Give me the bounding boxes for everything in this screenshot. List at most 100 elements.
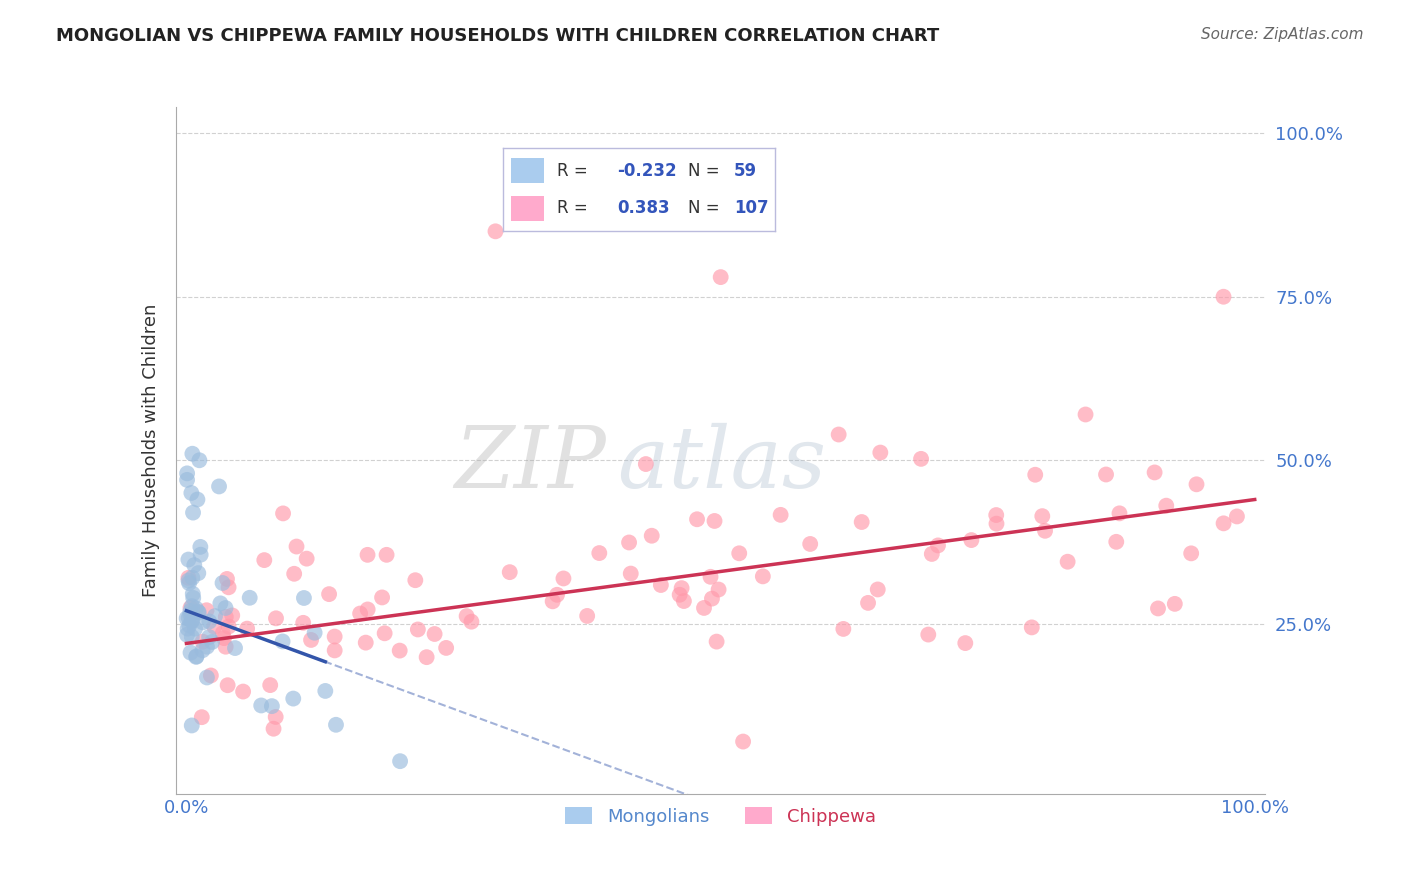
- Point: [176, 611, 198, 625]
- Point: [1024, 467, 1046, 482]
- Point: [177, 611, 200, 625]
- Point: [191, 615, 214, 630]
- Point: [799, 537, 821, 551]
- Bar: [510, 196, 544, 221]
- Point: [356, 602, 378, 616]
- Point: [851, 515, 873, 529]
- Text: MONGOLIAN VS CHIPPEWA FAMILY HOUSEHOLDS WITH CHILDREN CORRELATION CHART: MONGOLIAN VS CHIPPEWA FAMILY HOUSEHOLDS …: [56, 27, 939, 45]
- Point: [634, 457, 657, 471]
- Point: [198, 615, 221, 629]
- Point: [183, 558, 205, 573]
- Point: [921, 547, 943, 561]
- Point: [553, 571, 575, 585]
- Point: [415, 650, 437, 665]
- Point: [299, 632, 322, 647]
- Text: R =: R =: [557, 200, 588, 218]
- Point: [177, 574, 200, 588]
- Point: [217, 678, 239, 692]
- Point: [214, 601, 236, 615]
- Point: [375, 548, 398, 562]
- Point: [264, 611, 287, 625]
- Point: [1164, 597, 1187, 611]
- Point: [1180, 546, 1202, 560]
- Point: [292, 591, 315, 605]
- Point: [960, 533, 983, 547]
- Point: [986, 516, 1008, 531]
- Point: [176, 622, 198, 636]
- Point: [733, 734, 755, 748]
- Point: [180, 646, 202, 660]
- Point: [460, 615, 482, 629]
- Point: [208, 479, 231, 493]
- Point: [211, 626, 233, 640]
- Point: [1056, 555, 1078, 569]
- Point: [179, 618, 201, 632]
- Point: [349, 607, 371, 621]
- Point: [1226, 509, 1249, 524]
- Point: [703, 514, 725, 528]
- Point: [181, 447, 204, 461]
- Point: [177, 576, 200, 591]
- Point: [179, 600, 201, 615]
- Point: [202, 620, 225, 634]
- Point: [187, 605, 209, 619]
- Point: [314, 684, 336, 698]
- Point: [354, 635, 377, 649]
- Point: [700, 591, 723, 606]
- Point: [827, 427, 849, 442]
- Point: [769, 508, 792, 522]
- Point: [239, 591, 262, 605]
- Point: [706, 634, 728, 648]
- Point: [179, 604, 201, 618]
- Point: [866, 582, 889, 597]
- Point: [177, 552, 200, 566]
- Point: [184, 601, 207, 615]
- Point: [576, 609, 599, 624]
- Point: [389, 754, 412, 768]
- Point: [191, 710, 214, 724]
- Point: [1074, 408, 1097, 422]
- Point: [181, 591, 204, 605]
- Point: [188, 453, 211, 467]
- Point: [641, 529, 664, 543]
- Point: [1108, 506, 1130, 520]
- Point: [318, 587, 340, 601]
- Point: [356, 548, 378, 562]
- Point: [672, 594, 695, 608]
- Text: 59: 59: [734, 161, 758, 179]
- Point: [1031, 509, 1053, 524]
- Point: [187, 606, 209, 620]
- Point: [1143, 466, 1166, 480]
- Point: [195, 670, 218, 684]
- Point: [371, 591, 394, 605]
- Text: -0.232: -0.232: [617, 161, 676, 179]
- Point: [1021, 620, 1043, 634]
- Point: [668, 588, 690, 602]
- Text: 0.383: 0.383: [617, 200, 669, 218]
- Point: [1105, 534, 1128, 549]
- Point: [191, 643, 214, 657]
- Text: 107: 107: [734, 200, 769, 218]
- Point: [304, 625, 326, 640]
- Point: [224, 641, 246, 656]
- Point: [250, 698, 273, 713]
- Point: [181, 506, 204, 520]
- Point: [271, 507, 294, 521]
- Y-axis label: Family Households with Children: Family Households with Children: [142, 304, 160, 597]
- Point: [620, 566, 643, 581]
- Point: [259, 678, 281, 692]
- Point: [200, 668, 222, 682]
- Point: [869, 445, 891, 459]
- Legend: Mongolians, Chippewa: Mongolians, Chippewa: [558, 800, 883, 833]
- Point: [986, 508, 1008, 522]
- Point: [180, 614, 202, 628]
- Point: [484, 224, 506, 238]
- Point: [910, 451, 932, 466]
- Point: [180, 630, 202, 644]
- Point: [198, 630, 221, 644]
- Point: [218, 619, 240, 633]
- Point: [181, 614, 204, 628]
- Point: [325, 718, 347, 732]
- Point: [406, 623, 429, 637]
- Point: [546, 588, 568, 602]
